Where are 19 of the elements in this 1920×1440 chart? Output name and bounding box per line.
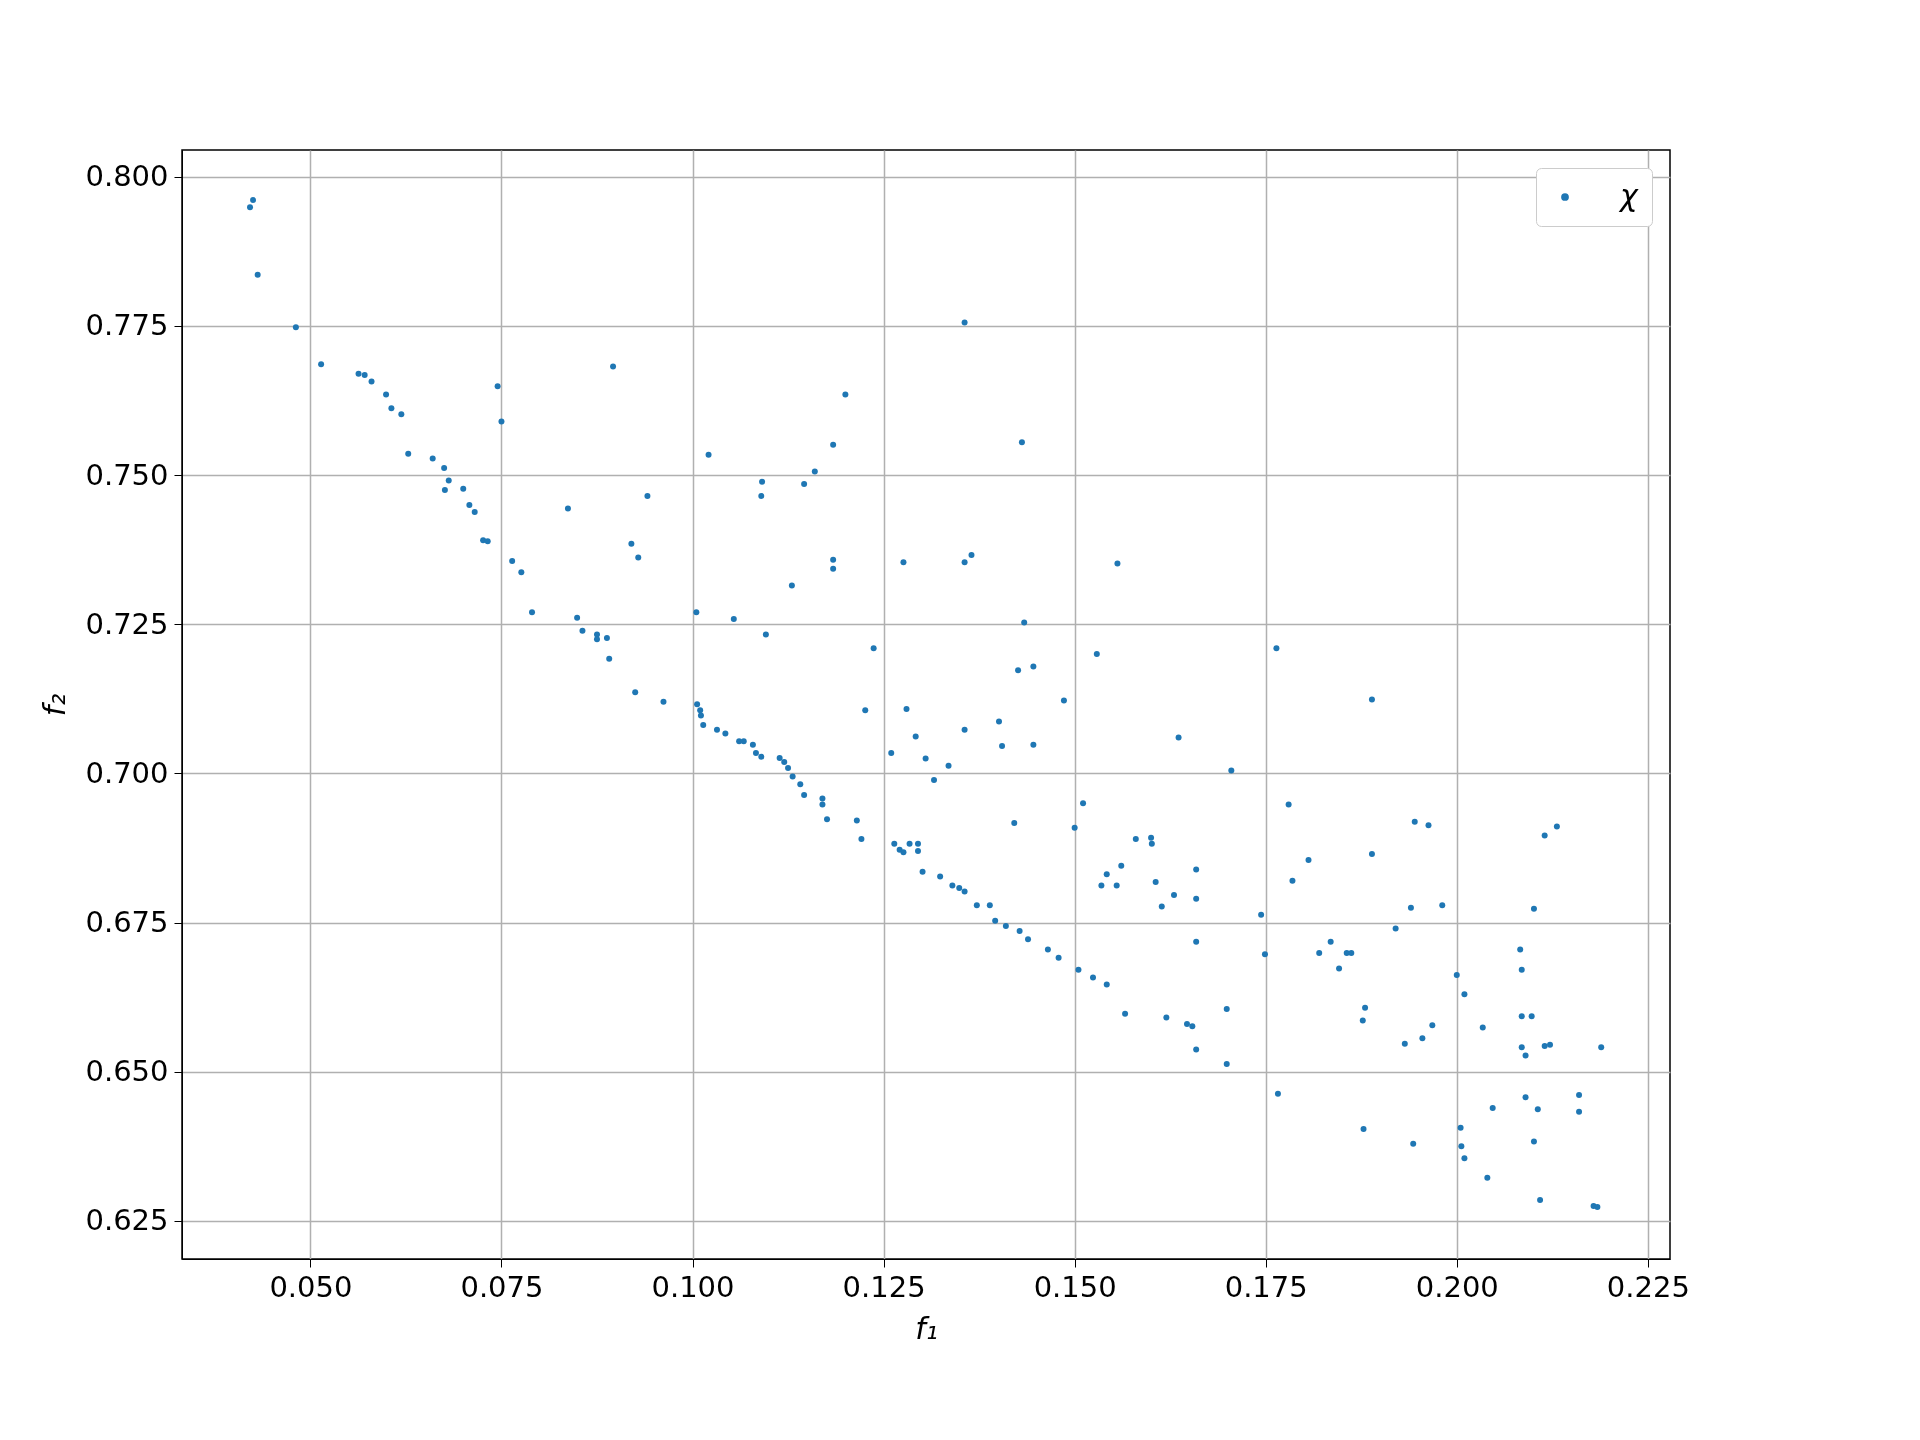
y-tick-label: 0.750	[85, 457, 169, 492]
legend-label: χ	[1618, 178, 1639, 213]
y-axis-title: f₂	[37, 693, 73, 717]
y-tick-label: 0.700	[85, 755, 169, 790]
y-tick-label: 0.775	[85, 308, 169, 343]
x-tick-label: 0.050	[269, 1269, 353, 1304]
y-tick-label: 0.650	[85, 1054, 169, 1089]
y-tick-label: 0.800	[85, 159, 169, 194]
y-tick-label: 0.625	[85, 1203, 169, 1238]
x-tick-label: 0.125	[842, 1269, 926, 1304]
x-tick-label: 0.200	[1415, 1269, 1499, 1304]
x-tick-label: 0.150	[1033, 1269, 1117, 1304]
x-tick-label: 0.075	[460, 1269, 544, 1304]
x-tick-label: 0.175	[1224, 1269, 1308, 1304]
x-tick-label: 0.100	[651, 1269, 735, 1304]
x-tick-label: 0.225	[1606, 1269, 1690, 1304]
x-axis-title: f₁	[915, 1310, 938, 1346]
y-tick-label: 0.725	[85, 606, 169, 641]
y-tick-label: 0.675	[85, 905, 169, 940]
